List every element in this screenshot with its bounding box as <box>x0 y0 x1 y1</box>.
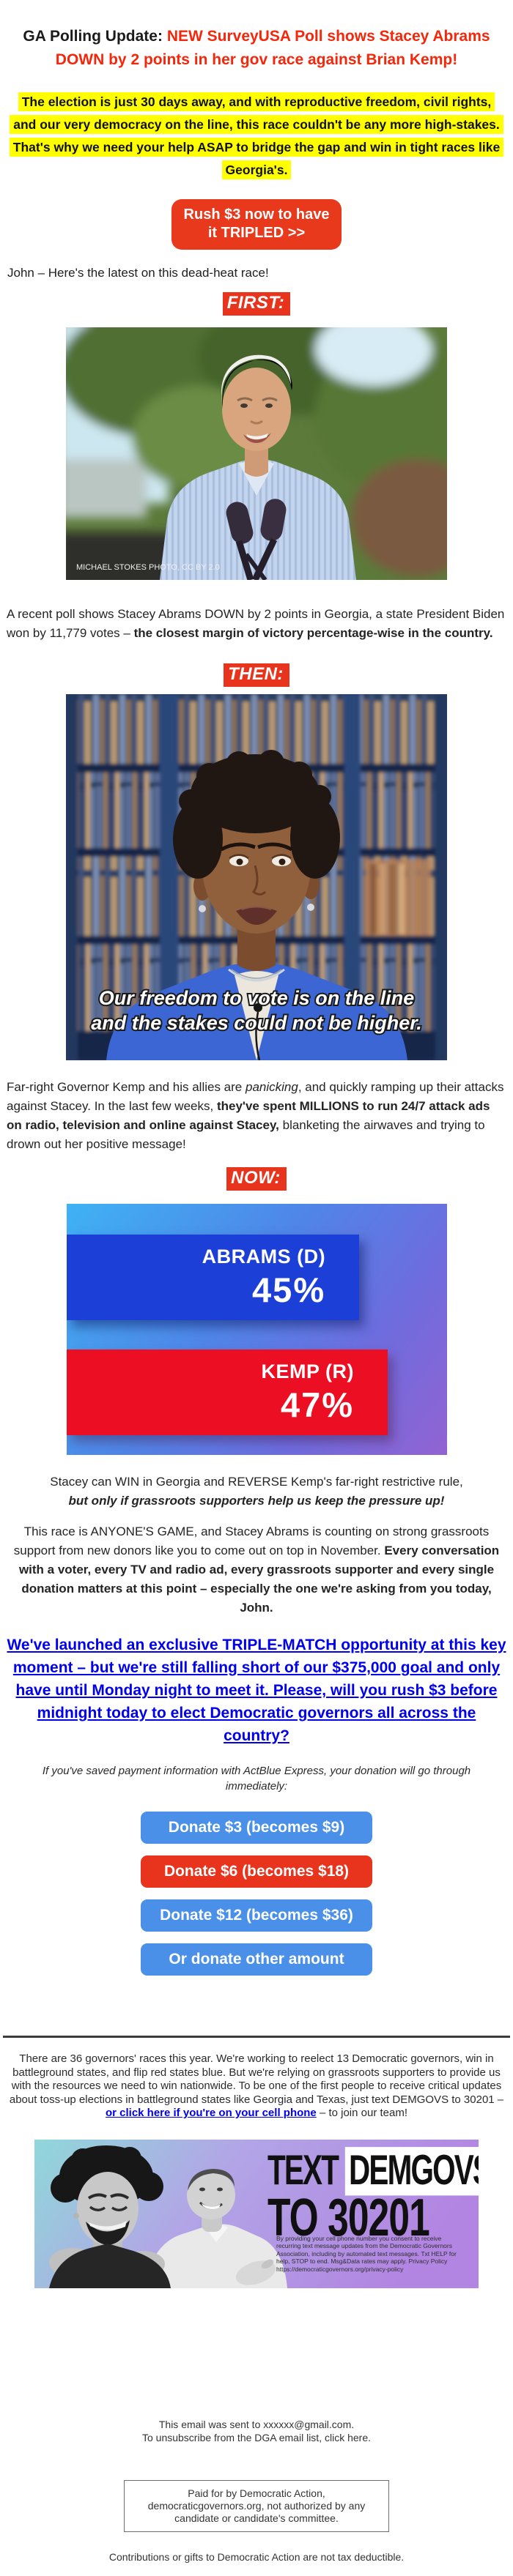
footer-info-normal2: – to join our team! <box>316 2107 408 2119</box>
abrams-photo: Our freedom to vote is on the line and t… <box>66 694 447 1060</box>
kemp-paragraph-normal1: Far-right Governor Kemp and his allies a… <box>7 1080 246 1094</box>
footer-info-normal1: There are 36 governors' races this year.… <box>9 2052 504 2106</box>
paid-for-disclaimer: Paid for by Democratic Action, democrati… <box>124 2479 389 2532</box>
rush-donation-button-line2: it TRIPLED >> <box>207 225 306 241</box>
greeting-line: John – Here's the latest on this dead-he… <box>7 266 269 280</box>
game-paragraph-bold: Every conversation with a voter, every T… <box>18 1544 500 1615</box>
biden-figure <box>160 354 356 580</box>
sms-banner[interactable]: TEXT DEMGOVS TO 30201 By providing your … <box>34 2139 479 2288</box>
intro-paragraph: The election is just 30 days away, and w… <box>7 91 506 182</box>
game-paragraph-normal: This race is ANYONE'S GAME, and Stacey A… <box>13 1525 490 1557</box>
hair <box>173 750 340 879</box>
unsubscribe-line[interactable]: To unsubscribe from the DGA email list, … <box>141 2431 371 2443</box>
sms-disclaimer: By providing your cell phone number you … <box>276 2234 457 2273</box>
caption-line-2: and the stakes could not be higher. <box>91 1012 422 1034</box>
abrams-bar-value: 45% <box>252 1270 326 1309</box>
headline-main: NEW SurveyUSA Poll shows Stacey Abrams D… <box>55 28 490 68</box>
actblue-note: If you've saved payment information with… <box>42 1765 471 1793</box>
poll-paragraph: A recent poll shows Stacey Abrams DOWN b… <box>7 605 506 643</box>
kemp-bar: KEMP (R) 47% <box>66 1350 388 1435</box>
poll-results-chart: ABRAMS (D) 45% KEMP (R) 47% <box>66 1204 447 1455</box>
kemp-paragraph-normal2: , and quickly ramping up their attacks a… <box>7 1080 504 1113</box>
rush-donation-button-line1: Rush $3 now to have <box>183 206 330 223</box>
caption-line-1: Our freedom to vote is on the line <box>99 987 415 1009</box>
sms-keyword: DEMGOVS <box>344 2146 479 2195</box>
kemp-bar-label: KEMP (R) <box>261 1360 355 1382</box>
donate-button-stack: Donate $3 (becomes $9) Donate $6 (become… <box>0 1812 513 1976</box>
email-sent-line: This email was sent to xxxxxx@gmail.com. <box>158 2418 355 2430</box>
biden-photo-credit: MICHAEL STOKES PHOTO, CC BY 2.0 <box>76 563 220 572</box>
abrams-banner-figure <box>49 2145 171 2288</box>
win-paragraph-normal: Stacey can WIN in Georgia and REVERSE Ke… <box>50 1475 463 1489</box>
win-paragraph: Stacey can WIN in Georgia and REVERSE Ke… <box>7 1473 506 1511</box>
intro-highlighted-text: The election is just 30 days away, and w… <box>9 92 504 179</box>
donate-other-button[interactable]: Or donate other amount <box>141 1943 372 1976</box>
then-label: THEN: <box>224 663 289 687</box>
cell-phone-link[interactable]: or click here if you're on your cell pho… <box>105 2107 317 2119</box>
headline: GA Polling Update: NEW SurveyUSA Poll sh… <box>7 25 506 72</box>
sms-banner-title: TEXT DEMGOVS TO 30201 <box>267 2146 479 2247</box>
headline-prefix: GA Polling Update: <box>23 28 163 45</box>
beto-figure <box>144 2168 287 2288</box>
rush-donation-button[interactable]: Rush $3 now to have it TRIPLED >> <box>171 199 342 250</box>
abrams-bar-label: ABRAMS (D) <box>202 1245 326 1267</box>
biden-photo: MICHAEL STOKES PHOTO, CC BY 2.0 <box>66 327 447 580</box>
sms-text-word: TEXT <box>267 2146 345 2194</box>
first-label: FIRST: <box>222 292 291 316</box>
donate-6-button[interactable]: Donate $6 (becomes $18) <box>141 1855 372 1888</box>
kemp-paragraph: Far-right Governor Kemp and his allies a… <box>7 1078 506 1154</box>
poll-paragraph-normal: A recent poll shows Stacey Abrams DOWN b… <box>7 607 505 640</box>
kemp-paragraph-bold: they've spent MILLIONS to run 24/7 attac… <box>7 1099 490 1132</box>
abrams-figure <box>106 750 407 1060</box>
footer-info-paragraph: There are 36 governors' races this year.… <box>4 2052 509 2121</box>
photo-caption: Our freedom to vote is on the line and t… <box>89 986 424 1035</box>
kemp-paragraph-italic: panicking <box>245 1080 298 1094</box>
sms-shortcode: TO 30201 <box>267 2186 430 2247</box>
triple-match-link[interactable]: We've launched an exclusive TRIPLE-MATCH… <box>7 1637 506 1744</box>
tax-note: Contributions or gifts to Democratic Act… <box>108 2550 405 2563</box>
abrams-bar: ABRAMS (D) 45% <box>66 1235 360 1320</box>
donate-3-button[interactable]: Donate $3 (becomes $9) <box>141 1812 372 1844</box>
win-paragraph-bold-italic: but only if grassroots supporters help u… <box>68 1494 445 1508</box>
now-label: NOW: <box>226 1167 287 1191</box>
donate-12-button[interactable]: Donate $12 (becomes $36) <box>141 1899 372 1932</box>
footer-divider <box>3 2036 510 2038</box>
microphones <box>226 499 287 580</box>
game-paragraph: This race is ANYONE'S GAME, and Stacey A… <box>7 1522 506 1618</box>
kemp-bar-value: 47% <box>280 1385 355 1424</box>
poll-paragraph-bold: the closest margin of victory percentage… <box>133 626 493 640</box>
kemp-paragraph-normal3: blanketing the airwaves and trying to dr… <box>7 1118 485 1151</box>
